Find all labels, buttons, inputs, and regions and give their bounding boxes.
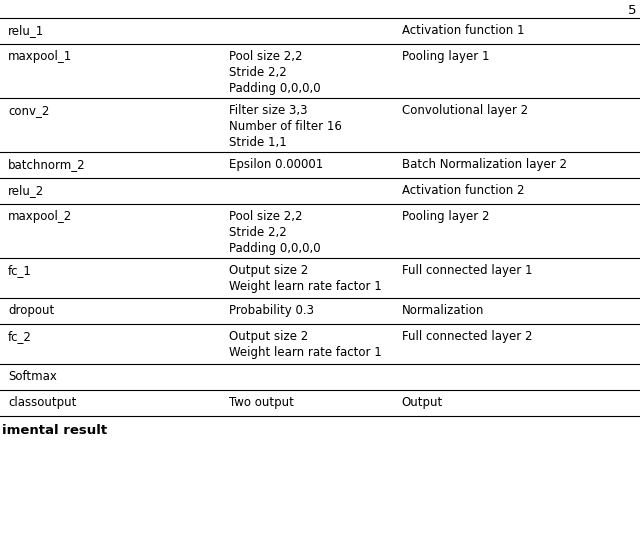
Text: Two output: Two output xyxy=(229,396,294,409)
Text: dropout: dropout xyxy=(8,304,54,317)
Text: maxpool_2: maxpool_2 xyxy=(8,210,72,223)
Text: Output size 2
Weight learn rate factor 1: Output size 2 Weight learn rate factor 1 xyxy=(229,330,381,359)
Text: Batch Normalization layer 2: Batch Normalization layer 2 xyxy=(402,158,566,171)
Text: Activation function 2: Activation function 2 xyxy=(402,184,524,197)
Text: relu_1: relu_1 xyxy=(8,24,44,37)
Text: Convolutional layer 2: Convolutional layer 2 xyxy=(402,104,528,117)
Text: relu_2: relu_2 xyxy=(8,184,44,197)
Text: conv_2: conv_2 xyxy=(8,104,49,117)
Text: Full connected layer 1: Full connected layer 1 xyxy=(402,264,532,277)
Text: Pool size 2,2
Stride 2,2
Padding 0,0,0,0: Pool size 2,2 Stride 2,2 Padding 0,0,0,0 xyxy=(229,210,321,255)
Text: batchnorm_2: batchnorm_2 xyxy=(8,158,86,171)
Text: Output: Output xyxy=(402,396,443,409)
Text: Activation function 1: Activation function 1 xyxy=(402,24,524,37)
Text: maxpool_1: maxpool_1 xyxy=(8,50,72,63)
Text: Pooling layer 2: Pooling layer 2 xyxy=(402,210,489,223)
Text: fc_1: fc_1 xyxy=(8,264,32,277)
Text: Epsilon 0.00001: Epsilon 0.00001 xyxy=(229,158,323,171)
Text: Pool size 2,2
Stride 2,2
Padding 0,0,0,0: Pool size 2,2 Stride 2,2 Padding 0,0,0,0 xyxy=(229,50,321,95)
Text: 5: 5 xyxy=(627,4,636,17)
Text: Pooling layer 1: Pooling layer 1 xyxy=(402,50,489,63)
Text: imental result: imental result xyxy=(2,424,107,437)
Text: Output size 2
Weight learn rate factor 1: Output size 2 Weight learn rate factor 1 xyxy=(229,264,381,293)
Text: Normalization: Normalization xyxy=(402,304,484,317)
Text: Full connected layer 2: Full connected layer 2 xyxy=(402,330,532,343)
Text: classoutput: classoutput xyxy=(8,396,76,409)
Text: Filter size 3,3
Number of filter 16
Stride 1,1: Filter size 3,3 Number of filter 16 Stri… xyxy=(229,104,342,149)
Text: fc_2: fc_2 xyxy=(8,330,32,343)
Text: Softmax: Softmax xyxy=(8,370,57,383)
Text: Probability 0.3: Probability 0.3 xyxy=(229,304,314,317)
